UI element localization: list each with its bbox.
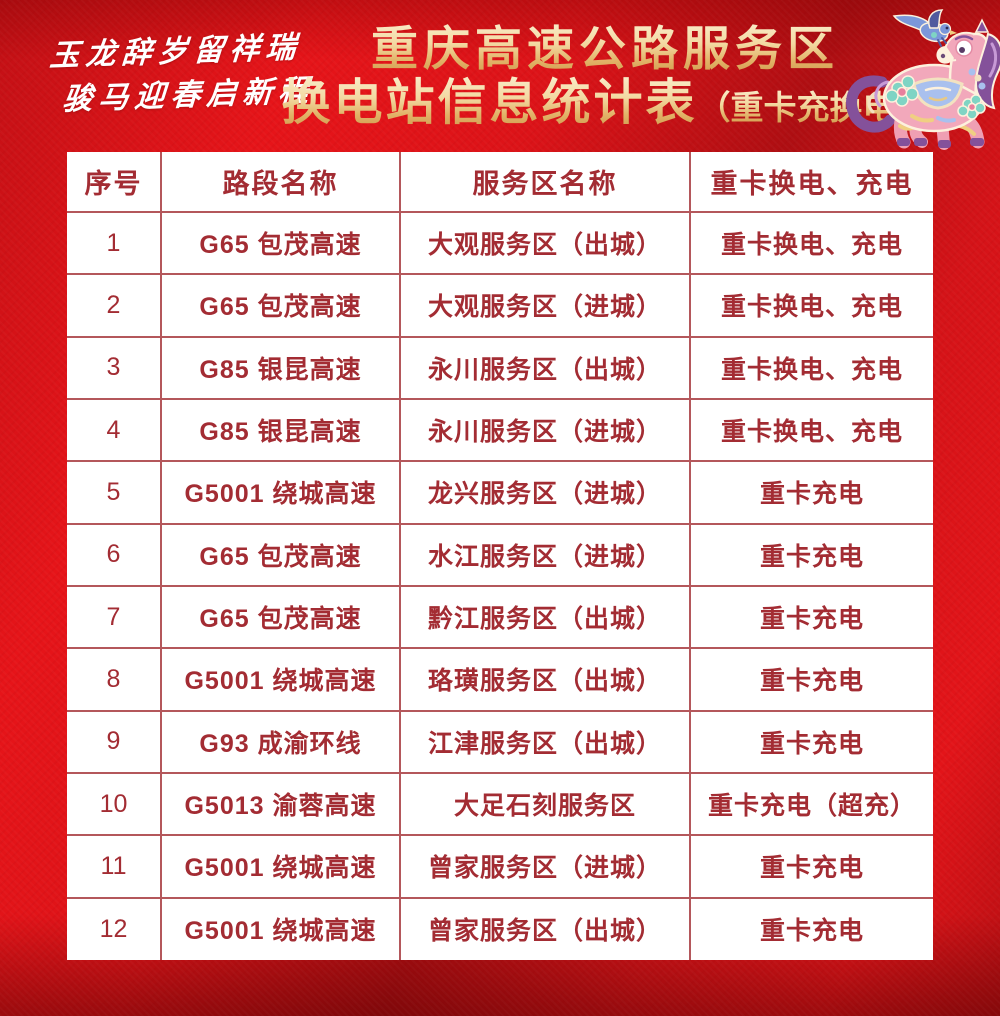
cell-service-area: 大足石刻服务区: [399, 771, 691, 837]
cell-service-type: 重卡充电: [689, 522, 934, 587]
cell-road: G5001 绕城高速: [160, 834, 401, 899]
cell-service-type: 重卡充电: [689, 709, 934, 774]
cell-service-area: 大观服务区（出城）: [399, 210, 691, 276]
cell-index: 3: [66, 335, 162, 400]
cell-service-area: 水江服务区（进城）: [399, 522, 691, 587]
table-row: 11 G5001 绕城高速 曾家服务区（进城） 重卡充电: [66, 834, 934, 899]
cell-service-area: 曾家服务区（出城）: [399, 896, 691, 962]
col-header-road: 路段名称: [160, 151, 401, 213]
cell-index: 7: [66, 584, 162, 650]
cell-index: 9: [66, 709, 162, 774]
station-table: 序号 路段名称 服务区名称 重卡换电、充电 1 G65 包茂高速 大观服务区（出…: [66, 151, 934, 962]
col-header-service-type: 重卡换电、充电: [689, 151, 934, 213]
table-row: 9 G93 成渝环线 江津服务区（出城） 重卡充电: [66, 709, 934, 774]
cell-service-area: 永川服务区（进城）: [399, 397, 691, 463]
cell-service-type: 重卡充电: [689, 896, 934, 962]
table-header-row: 序号 路段名称 服务区名称 重卡换电、充电: [66, 151, 934, 213]
cell-service-area: 永川服务区（出城）: [399, 335, 691, 400]
cell-index: 5: [66, 460, 162, 525]
table-row: 5 G5001 绕城高速 龙兴服务区（进城） 重卡充电: [66, 460, 934, 525]
table-row: 10 G5013 渝蓉高速 大足石刻服务区 重卡充电（超充）: [66, 771, 934, 837]
table-row: 4 G85 银昆高速 永川服务区（进城） 重卡换电、充电: [66, 397, 934, 463]
table-row: 3 G85 银昆高速 永川服务区（出城） 重卡换电、充电: [66, 335, 934, 400]
folk-horse-and-bird-icon: [842, 8, 1000, 153]
table-row: 7 G65 包茂高速 黔江服务区（出城） 重卡充电: [66, 584, 934, 650]
cell-index: 4: [66, 397, 162, 463]
cell-road: G65 包茂高速: [160, 273, 401, 338]
cell-service-type: 重卡换电、充电: [689, 273, 934, 338]
table-row: 2 G65 包茂高速 大观服务区（进城） 重卡换电、充电: [66, 273, 934, 338]
cell-road: G5001 绕城高速: [160, 647, 401, 712]
table-row: 12 G5001 绕城高速 曾家服务区（出城） 重卡充电: [66, 896, 934, 962]
title-line-1: 重庆高速公路服务区: [255, 22, 955, 76]
cell-road: G85 银昆高速: [160, 397, 401, 463]
col-header-index: 序号: [66, 151, 162, 213]
cell-service-type: 重卡换电、充电: [689, 210, 934, 276]
cell-service-area: 黔江服务区（出城）: [399, 584, 691, 650]
cell-index: 11: [66, 834, 162, 899]
cell-service-type: 重卡换电、充电: [689, 335, 934, 400]
cell-service-area: 珞璜服务区（出城）: [399, 647, 691, 712]
table-row: 6 G65 包茂高速 水江服务区（进城） 重卡充电: [66, 522, 934, 587]
cell-index: 2: [66, 273, 162, 338]
cell-index: 12: [66, 896, 162, 962]
cell-road: G93 成渝环线: [160, 709, 401, 774]
cell-road: G65 包茂高速: [160, 210, 401, 276]
cell-service-type: 重卡充电: [689, 460, 934, 525]
cell-index: 1: [66, 210, 162, 276]
cell-road: G5001 绕城高速: [160, 896, 401, 962]
table-row: 1 G65 包茂高速 大观服务区（出城） 重卡换电、充电: [66, 210, 934, 276]
cell-service-type: 重卡充电（超充）: [689, 771, 934, 837]
cell-index: 6: [66, 522, 162, 587]
cell-road: G85 银昆高速: [160, 335, 401, 400]
col-header-service-area: 服务区名称: [399, 151, 691, 213]
cell-service-area: 江津服务区（出城）: [399, 709, 691, 774]
cell-road: G5013 渝蓉高速: [160, 771, 401, 837]
table-row: 8 G5001 绕城高速 珞璜服务区（出城） 重卡充电: [66, 647, 934, 712]
cell-road: G65 包茂高速: [160, 584, 401, 650]
cell-service-area: 大观服务区（进城）: [399, 273, 691, 338]
cell-service-type: 重卡充电: [689, 584, 934, 650]
cell-service-type: 重卡充电: [689, 834, 934, 899]
bird: [892, 9, 957, 47]
page-title: 重庆高速公路服务区 换电站信息统计表（重卡充换电）: [255, 22, 955, 135]
cell-service-area: 曾家服务区（进城）: [399, 834, 691, 899]
cell-road: G5001 绕城高速: [160, 460, 401, 525]
title-line-2-main: 换电站信息统计表: [281, 76, 698, 130]
cell-service-type: 重卡换电、充电: [689, 397, 934, 463]
cell-service-type: 重卡充电: [689, 647, 934, 712]
cell-index: 10: [66, 771, 162, 837]
cell-service-area: 龙兴服务区（进城）: [399, 460, 691, 525]
cell-index: 8: [66, 647, 162, 712]
cell-road: G65 包茂高速: [160, 522, 401, 587]
